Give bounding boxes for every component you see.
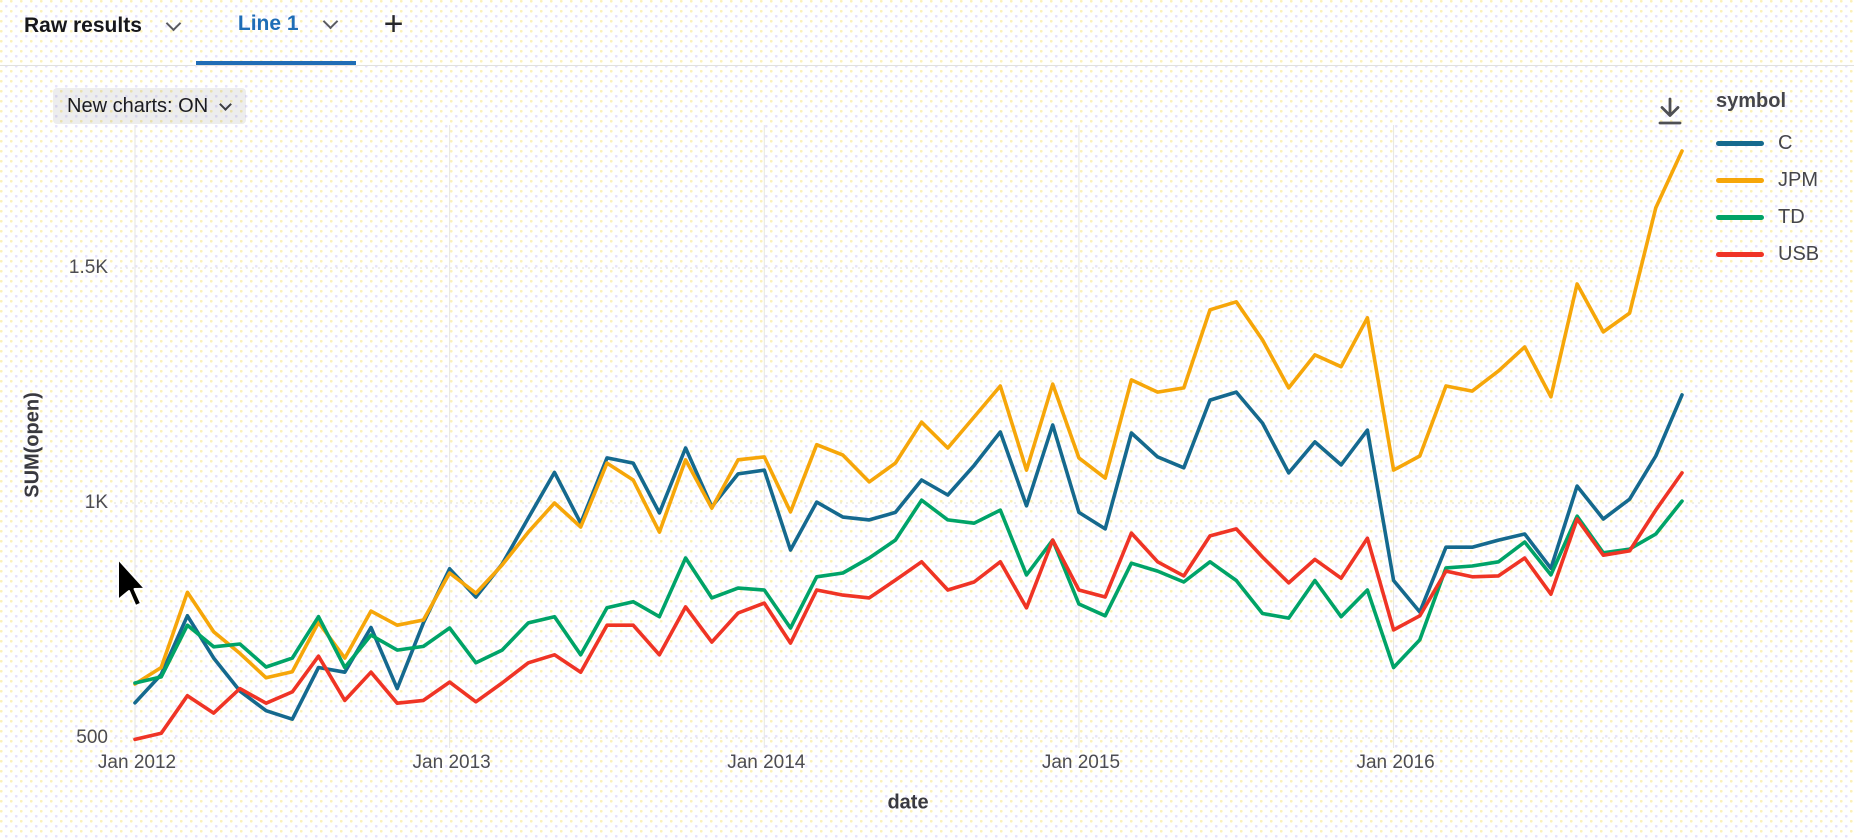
legend-label: C [1778, 132, 1793, 154]
series-swatch-td [1716, 215, 1764, 220]
chart-panel: New charts: ON symbol C JPM TD USB SUM(o… [0, 66, 1854, 840]
chevron-down-icon[interactable] [322, 13, 338, 29]
add-tab-button[interactable]: + [383, 5, 404, 43]
tab-line-1[interactable]: Line 1 [195, 0, 356, 65]
series-swatch-jpm [1716, 178, 1764, 183]
new-charts-toggle-label: New charts: ON [67, 94, 209, 117]
legend-item-c[interactable]: C [1716, 125, 1854, 162]
legend-item-td[interactable]: TD [1716, 199, 1854, 236]
x-axis-title: date [887, 791, 929, 814]
line-chart[interactable] [0, 66, 1854, 840]
series-line-jpm[interactable] [133, 149, 1684, 686]
legend-item-usb[interactable]: USB [1716, 236, 1854, 273]
y-tick-label: 500 [76, 727, 108, 748]
legend-label: TD [1778, 206, 1805, 228]
x-tick-label: Jan 2016 [1356, 752, 1435, 773]
x-tick-label: Jan 2012 [97, 752, 177, 773]
x-tick-label: Jan 2014 [727, 752, 806, 773]
legend-title: symbol [1716, 90, 1787, 112]
tab-bar: Raw results Line 1 + [0, 0, 1854, 66]
download-button[interactable] [1652, 94, 1688, 132]
legend: symbol C JPM TD USB [1716, 90, 1854, 273]
tab-raw-results-label: Raw results [24, 13, 142, 37]
series-swatch-usb [1716, 252, 1764, 257]
chevron-down-icon [219, 97, 233, 111]
y-tick-label: 1K [84, 492, 108, 513]
legend-label: USB [1778, 243, 1820, 265]
download-icon [1658, 97, 1682, 125]
series-line-usb[interactable] [133, 471, 1684, 742]
legend-label: JPM [1778, 169, 1818, 191]
legend-item-jpm[interactable]: JPM [1716, 162, 1854, 199]
x-tick-label: Jan 2013 [412, 752, 491, 773]
y-tick-label: 1.5K [68, 257, 108, 278]
tab-raw-results[interactable]: Raw results [24, 0, 182, 65]
x-tick-label: Jan 2015 [1041, 752, 1121, 773]
tab-line-1-label: Line 1 [237, 11, 299, 35]
chevron-down-icon[interactable] [165, 15, 182, 31]
y-axis-title: SUM(open) [21, 392, 44, 498]
series-swatch-c [1716, 141, 1764, 146]
new-charts-toggle[interactable]: New charts: ON [53, 88, 247, 124]
series-line-td[interactable] [133, 498, 1684, 685]
series-line-c[interactable] [133, 390, 1684, 722]
